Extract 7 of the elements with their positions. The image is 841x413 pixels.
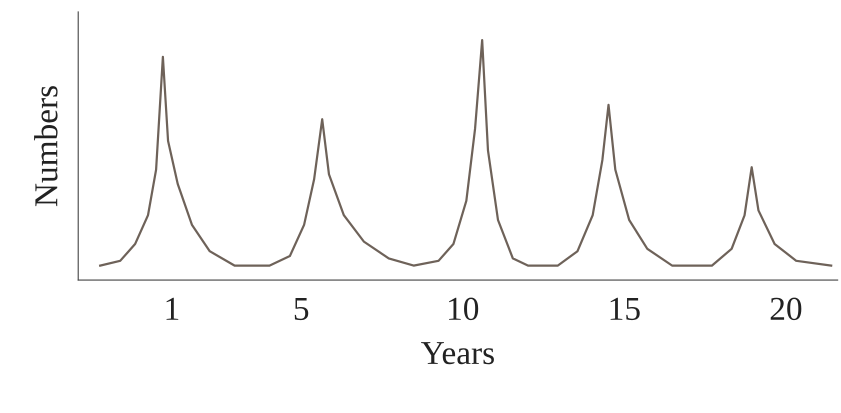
x-axis-title: Years xyxy=(421,342,494,364)
y-axis-title: Numbers xyxy=(34,86,58,206)
x-tick-label: 20 xyxy=(770,298,802,320)
x-tick-label: 15 xyxy=(610,298,640,320)
x-tick-label: 10 xyxy=(449,298,478,320)
x-tick-label: 1 xyxy=(166,298,178,320)
x-tick-label: 5 xyxy=(294,298,308,320)
